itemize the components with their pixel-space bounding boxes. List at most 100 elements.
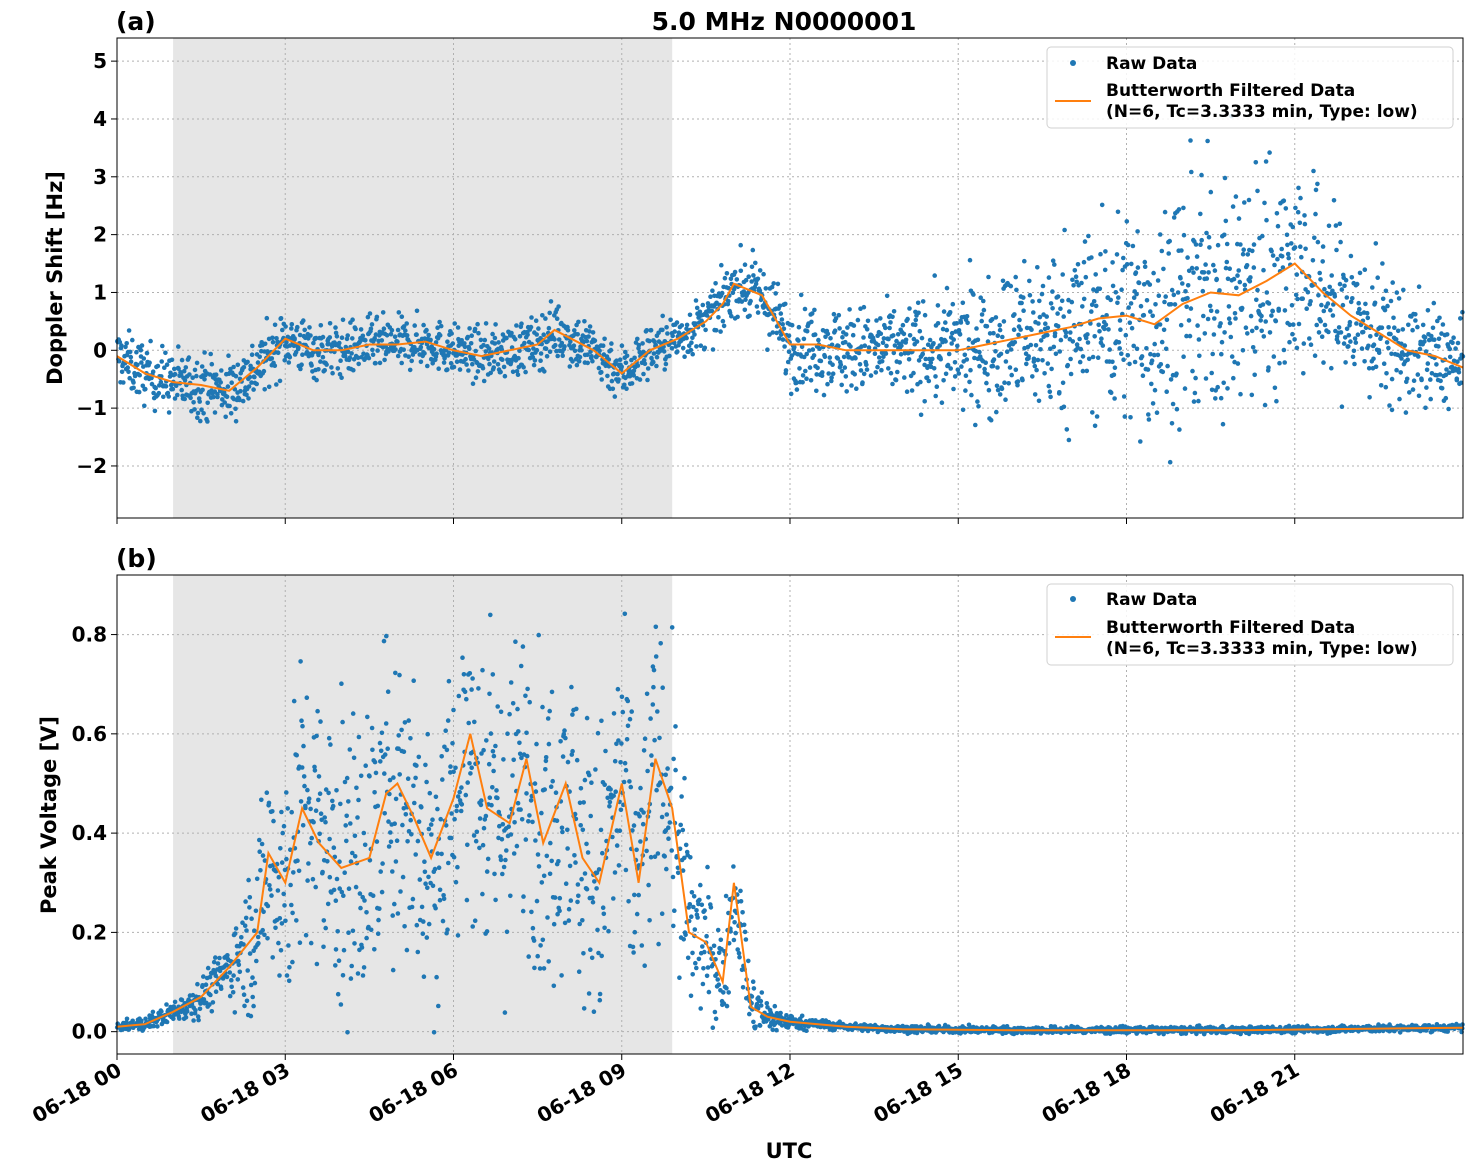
raw-data-point [477,846,482,851]
raw-data-point [1455,376,1460,381]
raw-data-point [1252,373,1257,378]
raw-data-point [643,736,648,741]
raw-data-point [602,926,607,931]
raw-data-point [1273,386,1278,391]
raw-data-point [553,895,558,900]
raw-data-point [1311,258,1316,263]
raw-data-point [294,918,299,923]
raw-data-point [242,1004,247,1009]
raw-data-point [472,720,477,725]
raw-data-point [1062,405,1067,410]
raw-data-point [1030,374,1035,379]
raw-data-point [1227,266,1232,271]
raw-data-point [487,692,492,697]
raw-data-point [1096,355,1101,360]
raw-data-point [322,368,327,373]
raw-data-point [359,774,364,779]
raw-data-point [1052,262,1057,267]
raw-data-point [803,369,808,374]
raw-data-point [1083,239,1088,244]
raw-data-point [1379,383,1384,388]
raw-data-point [558,896,563,901]
raw-data-point [1236,361,1241,366]
raw-data-point [943,339,948,344]
raw-data-point [339,375,344,380]
raw-data-point [396,733,401,738]
raw-data-point [527,700,532,705]
raw-data-point [1165,318,1170,323]
raw-data-point [384,634,389,639]
raw-data-point [346,799,351,804]
raw-data-point [905,317,910,322]
raw-data-point [193,1008,198,1013]
raw-data-point [602,912,607,917]
raw-data-point [456,933,461,938]
raw-data-point [1374,241,1379,246]
raw-data-point [288,883,293,888]
raw-data-point [1158,232,1163,237]
raw-data-point [452,855,457,860]
raw-data-point [125,1017,130,1022]
raw-data-point [476,369,481,374]
raw-data-point [526,348,531,353]
raw-data-point [427,827,432,832]
raw-data-point [309,836,314,841]
raw-data-point [328,335,333,340]
raw-data-point [673,724,678,729]
raw-data-point [1303,222,1308,227]
raw-data-point [171,1017,176,1022]
raw-data-point [491,749,496,754]
raw-data-point [1185,255,1190,260]
raw-data-point [351,929,356,934]
raw-data-point [562,344,567,349]
raw-data-point [1109,390,1114,395]
raw-data-point [1238,242,1243,247]
raw-data-point [648,716,653,721]
raw-data-point [1065,427,1070,432]
raw-data-point [394,797,399,802]
raw-data-point [609,348,614,353]
raw-data-point [624,868,629,873]
raw-data-point [1252,265,1257,270]
raw-data-point [148,339,153,344]
raw-data-point [567,918,572,923]
raw-data-point [1048,395,1053,400]
raw-data-point [1204,376,1209,381]
raw-data-point [620,695,625,700]
raw-data-point [1384,289,1389,294]
raw-data-point [693,927,698,932]
raw-data-point [124,341,129,346]
raw-data-point [370,726,375,731]
raw-data-point [1426,308,1431,313]
raw-data-point [493,336,498,341]
raw-data-point [1168,460,1173,465]
raw-data-point [1119,351,1124,356]
raw-data-point [1118,327,1123,332]
raw-data-point [245,360,250,365]
raw-data-point [1245,331,1250,336]
raw-data-point [739,269,744,274]
raw-data-point [660,815,665,820]
raw-data-point [210,1009,215,1014]
raw-data-point [602,782,607,787]
raw-data-point [1423,406,1428,411]
raw-data-point [295,858,300,863]
raw-data-point [411,784,416,789]
raw-data-point [1264,159,1269,164]
raw-data-point [344,839,349,844]
raw-data-point [1371,357,1376,362]
raw-data-point [370,348,375,353]
raw-data-point [197,399,202,404]
raw-data-point [282,358,287,363]
raw-data-point [1140,363,1145,368]
raw-data-point [751,979,756,984]
raw-data-point [484,814,489,819]
raw-data-point [1013,340,1018,345]
raw-data-point [302,328,307,333]
raw-data-point [1062,228,1067,233]
raw-data-point [460,655,465,660]
raw-data-point [660,685,665,690]
raw-data-point [473,327,478,332]
raw-data-point [317,774,322,779]
raw-data-point [327,736,332,741]
